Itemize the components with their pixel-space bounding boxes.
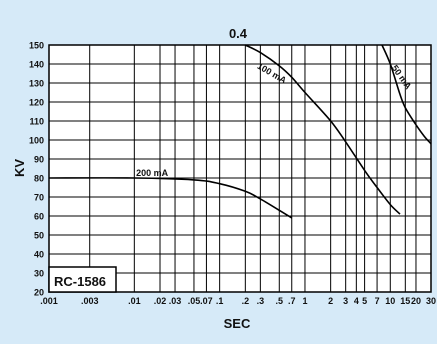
x-tick-label: 20 [411, 296, 421, 306]
curve-1 [244, 44, 401, 215]
y-tick-label: 80 [34, 174, 44, 184]
x-tick-label: .7 [288, 296, 296, 306]
y-tick-labels: 20 30 40 50 60 70 80 90 100 110 120 130 140 150 [29, 41, 44, 298]
x-tick-label: 3 [343, 296, 348, 306]
x-tick-label: .001 [40, 296, 58, 306]
curve-2 [381, 44, 432, 145]
x-tick-label: 2 [328, 296, 333, 306]
x-tick-label: .05 [188, 296, 201, 306]
x-tick-label: .03 [169, 296, 182, 306]
curves [48, 44, 432, 219]
x-tick-label: 30 [426, 296, 436, 306]
chart-title: 0.4 [229, 26, 248, 41]
x-tick-label: 10 [385, 296, 395, 306]
x-tick-label: .3 [257, 296, 265, 306]
x-tick-label: 4 [354, 296, 359, 306]
x-tick-label: .02 [154, 296, 167, 306]
plot-area [48, 44, 432, 293]
y-tick-label: 120 [29, 98, 44, 108]
x-axis-title: SEC [224, 316, 251, 331]
x-tick-label: 5 [362, 296, 367, 306]
y-axis-title: KV [12, 159, 27, 177]
y-tick-label: 150 [29, 41, 44, 51]
x-tick-label: 7 [375, 296, 380, 306]
x-tick-label: .5 [276, 296, 284, 306]
x-tick-label: 15 [400, 296, 410, 306]
y-tick-label: 130 [29, 79, 44, 89]
y-tick-label: 110 [29, 117, 44, 127]
curve-0 [48, 177, 293, 219]
y-tick-label: 40 [34, 250, 44, 260]
model-label: RC-1586 [54, 274, 106, 289]
y-tick-label: 30 [34, 269, 44, 279]
y-tick-label: 60 [34, 212, 44, 222]
y-tick-label: 20 [34, 288, 44, 298]
x-tick-label: .07 [200, 296, 213, 306]
y-tick-label: 90 [34, 155, 44, 165]
y-tick-label: 140 [29, 60, 44, 70]
curve-label: 200 mA [136, 168, 169, 178]
model-label-box [48, 266, 117, 293]
x-tick-label: .003 [81, 296, 99, 306]
x-tick-label: 1 [302, 296, 307, 306]
x-tick-labels: .001.003.01.02.03.05.07.1.2.3.5.7 1 2 3 4 5 7 1… [40, 296, 436, 306]
x-tick-label: .2 [242, 296, 250, 306]
y-tick-label: 70 [34, 193, 44, 203]
x-tick-label: .01 [128, 296, 141, 306]
x-tick-label: .1 [216, 296, 224, 306]
y-tick-label: 50 [34, 231, 44, 241]
y-tick-label: 100 [29, 136, 44, 146]
